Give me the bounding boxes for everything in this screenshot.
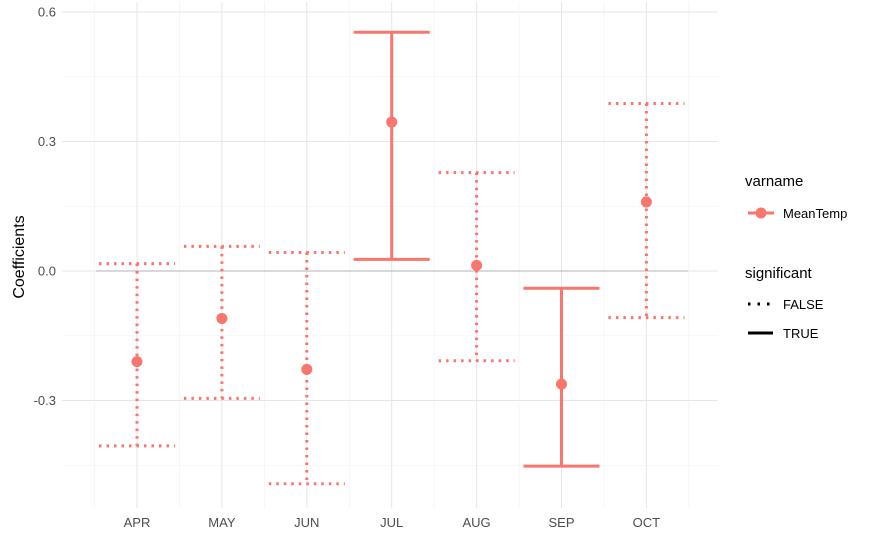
y-tick-label: 0.6 bbox=[38, 5, 56, 20]
x-tick-label: APR bbox=[124, 515, 151, 530]
x-tick-label: JUL bbox=[380, 515, 403, 530]
legend-key-point bbox=[755, 207, 767, 219]
estimate-point bbox=[301, 363, 313, 375]
estimate-point bbox=[131, 356, 143, 368]
errorbar-may bbox=[183, 244, 260, 400]
legend-item-meantemp: MeanTemp bbox=[783, 206, 847, 221]
x-tick-label: SEP bbox=[548, 515, 574, 530]
error-bars bbox=[99, 30, 685, 486]
legend-item-true: TRUE bbox=[783, 326, 819, 341]
x-tick-label: JUN bbox=[294, 515, 319, 530]
x-tick-label: MAY bbox=[208, 515, 236, 530]
errorbar-apr bbox=[99, 262, 175, 448]
x-axis-ticks: APR MAY JUN JUL AUG SEP OCT bbox=[124, 515, 661, 530]
y-tick-label: 0.0 bbox=[38, 264, 56, 279]
grid-lines bbox=[62, 2, 718, 508]
x-tick-label: AUG bbox=[463, 515, 491, 530]
legend-title-varname: varname bbox=[745, 173, 803, 190]
estimate-point bbox=[556, 378, 567, 390]
y-axis-ticks: 0.6 0.3 0.0 -0.3 bbox=[34, 5, 56, 409]
estimate-point bbox=[386, 116, 398, 128]
errorbar-aug bbox=[438, 171, 515, 363]
estimate-point bbox=[640, 196, 652, 208]
errorbar-jul bbox=[353, 30, 430, 261]
y-axis-label: Coefficients bbox=[11, 215, 28, 298]
y-tick-label: 0.3 bbox=[38, 134, 56, 149]
legend: varname MeanTemp significant FALSE TRUE bbox=[745, 173, 847, 341]
errorbar-jun bbox=[268, 250, 345, 486]
y-tick-label: -0.3 bbox=[34, 393, 56, 408]
legend-item-false: FALSE bbox=[783, 297, 824, 312]
x-tick-label: OCT bbox=[633, 515, 661, 530]
estimate-point bbox=[471, 259, 483, 271]
estimate-point bbox=[216, 312, 228, 324]
errorbar-oct bbox=[608, 102, 685, 320]
errorbar-sep bbox=[523, 286, 600, 468]
legend-title-significant: significant bbox=[745, 265, 813, 282]
